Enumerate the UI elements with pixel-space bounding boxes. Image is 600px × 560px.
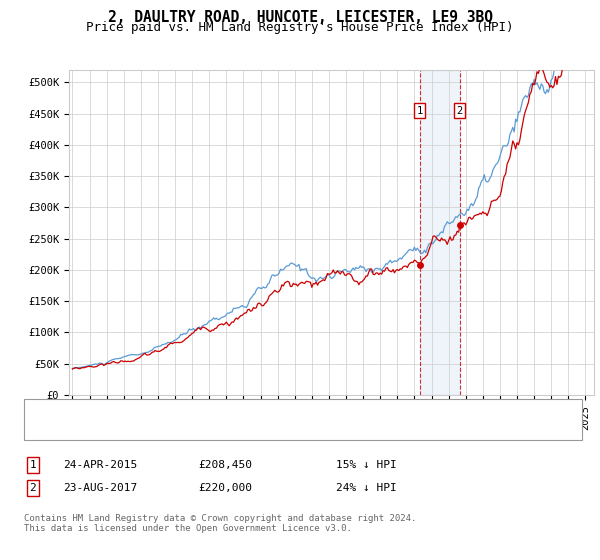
Text: 24-APR-2015: 24-APR-2015	[63, 460, 137, 470]
Text: HPI: Average price, detached house, Blaby: HPI: Average price, detached house, Blab…	[68, 423, 324, 433]
Text: £220,000: £220,000	[198, 483, 252, 493]
Text: 2, DAULTRY ROAD, HUNCOTE, LEICESTER, LE9 3BQ (detached house): 2, DAULTRY ROAD, HUNCOTE, LEICESTER, LE9…	[68, 405, 449, 416]
Text: 2: 2	[457, 106, 463, 115]
Text: 1: 1	[29, 460, 37, 470]
Text: 24% ↓ HPI: 24% ↓ HPI	[336, 483, 397, 493]
Bar	[420, 70, 460, 395]
Text: 2, DAULTRY ROAD, HUNCOTE, LEICESTER, LE9 3BQ: 2, DAULTRY ROAD, HUNCOTE, LEICESTER, LE9…	[107, 10, 493, 25]
Text: £208,450: £208,450	[198, 460, 252, 470]
Text: Contains HM Land Registry data © Crown copyright and database right 2024.
This d: Contains HM Land Registry data © Crown c…	[24, 514, 416, 534]
Text: 15% ↓ HPI: 15% ↓ HPI	[336, 460, 397, 470]
Text: Price paid vs. HM Land Registry's House Price Index (HPI): Price paid vs. HM Land Registry's House …	[86, 21, 514, 34]
Text: 1: 1	[416, 106, 423, 115]
Text: 23-AUG-2017: 23-AUG-2017	[63, 483, 137, 493]
Text: 2: 2	[29, 483, 37, 493]
